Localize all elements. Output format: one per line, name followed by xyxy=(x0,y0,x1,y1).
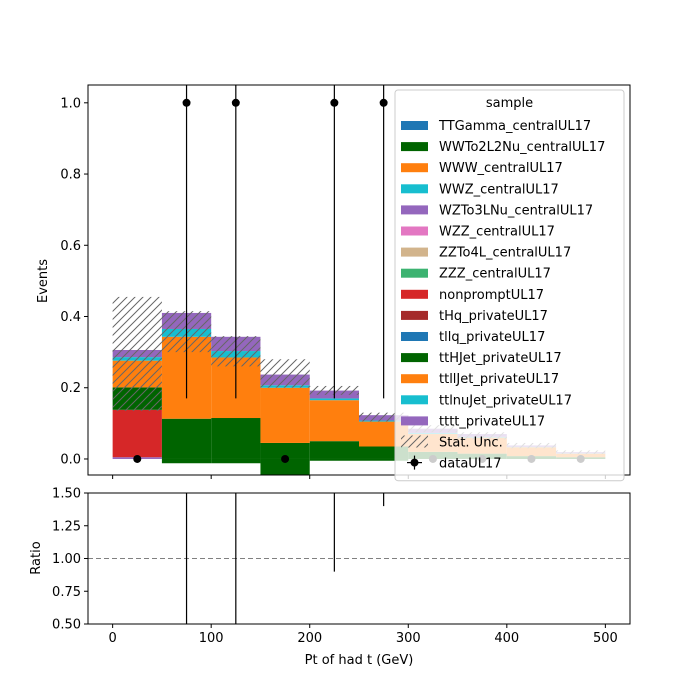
main-y-ticks: 0.0 0.2 0.4 0.6 0.8 1.0 xyxy=(60,96,88,467)
main-y-axis-label: Events xyxy=(36,259,51,303)
legend-swatch-ZZTo4L_centralUL17 xyxy=(401,247,428,257)
legend-swatch-nonpromptUL17 xyxy=(401,289,428,299)
bar-ttHJet_privateUL17-bin-3 xyxy=(260,442,310,459)
legend-label-ttllJet_privateUL17: ttllJet_privateUL17 xyxy=(439,372,559,387)
legend-label-WWW_centralUL17: WWW_centralUL17 xyxy=(439,161,563,176)
ratio-x-tick-label-3: 300 xyxy=(396,631,421,646)
legend-swatch-ttllJet_privateUL17 xyxy=(401,374,428,384)
legend-label-TTGamma_centralUL17: TTGamma_centralUL17 xyxy=(438,119,591,134)
ratio-x-tick-label-0: 0 xyxy=(108,631,116,646)
ratio-panel: 0.50 0.75 1.00 1.25 1.50 0 100 200 300 400 500 Ra… xyxy=(29,487,631,668)
negative-bar-bin-5 xyxy=(359,458,409,461)
legend-swatch-tHq_privateUL17 xyxy=(401,310,428,320)
ratio-x-tick-label-4: 400 xyxy=(494,631,519,646)
ratio-y-tick-label-4: 1.50 xyxy=(52,487,81,502)
legend-title: sample xyxy=(486,96,533,111)
data-point-1 xyxy=(182,98,191,107)
legend-swatch-WWZ_centralUL17 xyxy=(401,184,428,194)
legend-swatch-WWTo2L2Nu_centralUL17 xyxy=(401,142,428,152)
ratio-x-tick-label-1: 100 xyxy=(199,631,224,646)
data-point-4 xyxy=(330,98,339,107)
main-y-tick-label-2: 0.4 xyxy=(60,310,81,325)
legend-swatch-ZZZ_centralUL17 xyxy=(401,268,428,278)
legend-label-ZZZ_centralUL17: ZZZ_centralUL17 xyxy=(439,267,551,282)
ratio-x-tick-label-2: 200 xyxy=(297,631,322,646)
bar-nonpromptUL17-bin-0 xyxy=(112,409,162,458)
legend-label-WWZ_centralUL17: WWZ_centralUL17 xyxy=(439,182,559,197)
negative-bar-bin-3 xyxy=(260,458,310,475)
negative-bar-bin-1 xyxy=(161,458,212,464)
legend-label-tHq_privateUL17: tHq_privateUL17 xyxy=(439,309,548,324)
negative-bar-bin-2 xyxy=(211,458,261,464)
legend-swatch-ttHJet_privateUL17 xyxy=(401,353,428,363)
stat-unc-band-bin-5 xyxy=(359,412,409,422)
legend-swatch-WWW_centralUL17 xyxy=(401,163,428,173)
main-y-tick-label-3: 0.6 xyxy=(60,239,81,254)
legend-label-WZTo3LNu_centralUL17: WZTo3LNu_centralUL17 xyxy=(439,203,593,218)
main-panel: 0.0 0.2 0.4 0.6 0.8 1.0 Events sample TTGamma_… xyxy=(36,84,631,482)
data-point-2 xyxy=(231,98,240,107)
stat-unc-band-bin-3 xyxy=(260,359,310,388)
legend-label-WWTo2L2Nu_centralUL17: WWTo2L2Nu_centralUL17 xyxy=(439,140,605,155)
legend-swatch-TTGamma_centralUL17 xyxy=(401,121,428,130)
legend-label-data: dataUL17 xyxy=(439,457,502,472)
main-y-tick-label-0: 0.0 xyxy=(60,452,81,467)
ratio-y-tick-label-1: 0.75 xyxy=(52,585,81,600)
legend-label-ZZTo4L_centralUL17: ZZTo4L_centralUL17 xyxy=(439,246,571,261)
legend-swatch-tllq_privateUL17 xyxy=(401,332,428,341)
legend-swatch-tttt_privateUL17 xyxy=(401,416,428,426)
ratio-y-axis-label: Ratio xyxy=(29,541,44,574)
ratio-y-tick-label-0: 0.50 xyxy=(52,618,81,633)
data-point-5 xyxy=(379,98,388,107)
legend-data-marker xyxy=(410,458,419,467)
bar-ttHJet_privateUL17-bin-2 xyxy=(211,418,261,459)
legend-swatch-ttlnuJet_privateUL17 xyxy=(401,395,428,405)
legend-label-tllq_privateUL17: tllq_privateUL17 xyxy=(439,330,545,345)
ratio-content xyxy=(88,493,630,624)
legend-label-ttHJet_privateUL17: ttHJet_privateUL17 xyxy=(439,351,562,366)
main-y-tick-label-1: 0.2 xyxy=(60,381,81,396)
bar-ttHJet_privateUL17-bin-4 xyxy=(309,441,359,459)
legend-swatch-stat-unc xyxy=(401,435,428,448)
ratio-y-ticks: 0.50 0.75 1.00 1.25 1.50 xyxy=(52,487,88,633)
legend-label-WZZ_centralUL17: WZZ_centralUL17 xyxy=(439,225,555,240)
negative-bar-bin-4 xyxy=(309,458,359,461)
legend-swatch-WZZ_centralUL17 xyxy=(401,226,428,236)
bar-ttHJet_privateUL17-bin-1 xyxy=(161,418,212,459)
main-y-tick-label-5: 1.0 xyxy=(60,96,81,111)
bar-ttllJet_privateUL17-bin-4 xyxy=(309,400,359,442)
stat-unc-band-bin-0 xyxy=(112,296,162,411)
data-point-3 xyxy=(281,454,290,463)
legend-box xyxy=(394,89,625,482)
bar-ttllJet_privateUL17-bin-3 xyxy=(260,387,310,443)
legend-label-stat-unc: Stat. Unc. xyxy=(439,436,503,451)
legend: sample TTGamma_centralUL17 WWTo2L2Nu_centr… xyxy=(394,89,625,482)
legend-label-tttt_privateUL17: tttt_privateUL17 xyxy=(439,414,545,429)
main-plot-frame xyxy=(87,84,631,476)
ratio-y-tick-label-3: 1.25 xyxy=(52,519,81,534)
x-axis-label: Pt of had t (GeV) xyxy=(305,653,414,668)
data-point-0 xyxy=(133,454,142,463)
bar-ttlnuJet_privateUL17-bin-4 xyxy=(309,398,359,401)
legend-label-ttlnuJet_privateUL17: ttlnuJet_privateUL17 xyxy=(439,393,572,408)
main-y-tick-label-4: 0.8 xyxy=(60,168,81,183)
ratio-x-tick-label-5: 500 xyxy=(593,631,618,646)
ratio-x-ticks: 0 100 200 300 400 500 xyxy=(108,624,618,646)
ratio-y-tick-label-2: 1.00 xyxy=(52,552,81,567)
legend-swatch-WZTo3LNu_centralUL17 xyxy=(401,205,428,215)
legend-label-nonpromptUL17: nonpromptUL17 xyxy=(439,288,544,303)
